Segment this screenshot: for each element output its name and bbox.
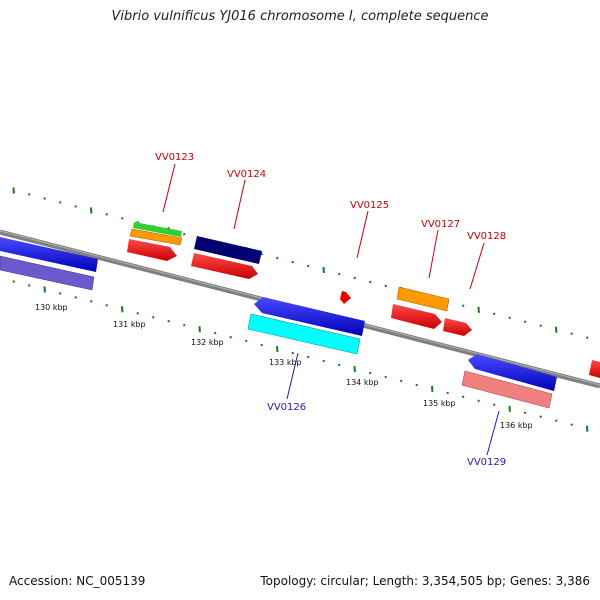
map-title: Vibrio vulnificus YJ016 chromosome I, co… <box>111 9 489 24</box>
gene-feature-red <box>443 318 472 336</box>
gene-feature-red <box>589 360 600 378</box>
gene-feature-red <box>127 239 177 261</box>
kbp-label-132: 132 kbp <box>191 338 224 347</box>
gene-feature-pink <box>461 370 553 409</box>
leader-vv0126 <box>286 352 299 400</box>
gene-label-vv0124: VV0124 <box>227 169 266 180</box>
gene-feature-navy <box>194 236 262 264</box>
gene-track-forward <box>127 222 600 378</box>
gene-feature-red <box>191 253 258 279</box>
gene-feature-slate <box>0 255 95 291</box>
label-leaders <box>162 163 500 456</box>
leader-vv0127 <box>428 229 439 279</box>
gene-feature-orange <box>129 228 183 246</box>
gene-feature-red <box>391 304 442 329</box>
kbp-label-135: 135 kbp <box>423 399 456 408</box>
kbp-label-133: 133 kbp <box>269 358 302 367</box>
gene-label-vv0125: VV0125 <box>350 200 389 211</box>
gene-label-vv0127: VV0127 <box>421 219 460 230</box>
leader-vv0124 <box>233 179 246 230</box>
leader-vv0129 <box>486 410 500 456</box>
kbp-label-136: 136 kbp <box>500 421 533 430</box>
accession-text: Accession: NC_005139 <box>9 574 146 588</box>
gene-feature-blue <box>0 237 98 272</box>
gene-label-vv0128: VV0128 <box>467 231 506 242</box>
gene-label-vv0129: VV0129 <box>467 457 506 468</box>
kbp-label-130: 130 kbp <box>35 303 68 312</box>
leader-vv0128 <box>469 242 485 290</box>
gene-feature-green <box>133 222 182 237</box>
gene-feature-red-small <box>340 291 351 304</box>
gene-feature-cyan <box>247 313 361 355</box>
leader-vv0125 <box>356 210 369 259</box>
gene-track-reverse <box>0 237 557 409</box>
gene-feature-blue <box>468 354 557 391</box>
kbp-label-131: 131 kbp <box>113 320 146 329</box>
gene-feature-orange <box>396 286 450 312</box>
kbp-label-134: 134 kbp <box>346 378 379 387</box>
leader-vv0123 <box>162 163 176 213</box>
inner-tick-ring <box>12 280 589 432</box>
gene-label-vv0126: VV0126 <box>267 402 306 413</box>
gene-label-vv0123: VV0123 <box>155 152 194 163</box>
gene-feature-blue <box>254 297 365 336</box>
topology-stats-text: Topology: circular; Length: 3,354,505 bp… <box>260 574 590 588</box>
